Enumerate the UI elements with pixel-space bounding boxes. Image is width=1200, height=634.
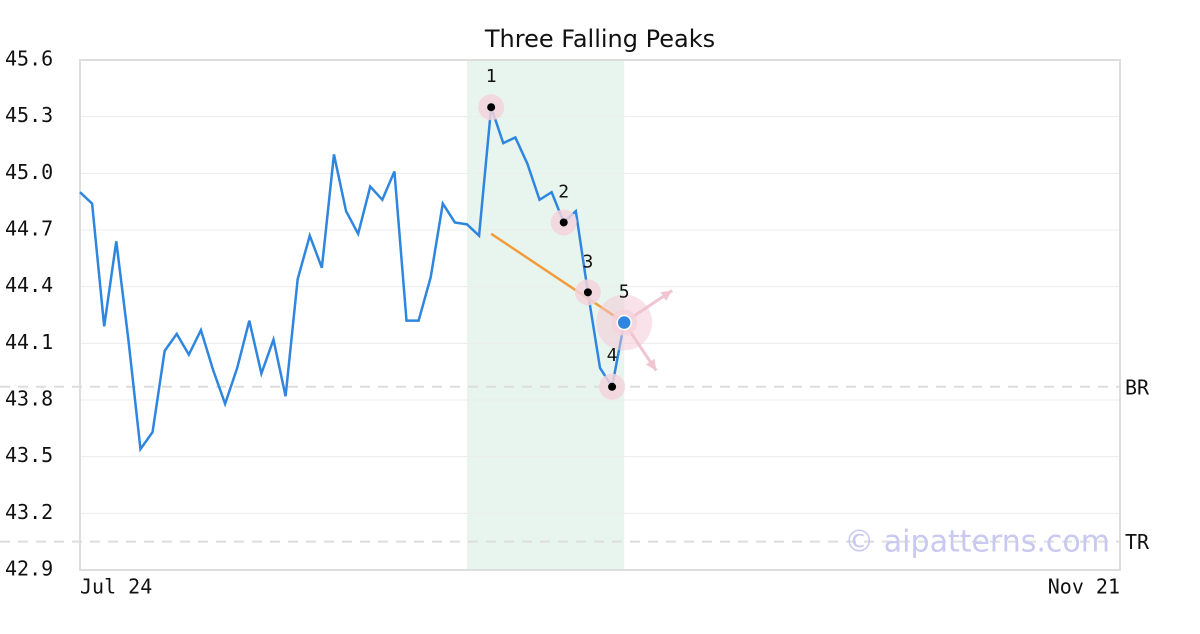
level-label: TR	[1125, 530, 1150, 554]
y-tick-label: 44.4	[5, 273, 53, 297]
point-label: 5	[619, 282, 630, 303]
plot-frame	[79, 59, 1121, 571]
y-tick-label: 45.6	[5, 47, 53, 71]
x-tick-label: Nov 21	[1048, 575, 1120, 599]
chart-title: Three Falling Peaks	[484, 25, 715, 53]
y-tick-label: 44.1	[5, 330, 53, 354]
pattern-point	[487, 103, 496, 112]
arrow-head	[660, 290, 673, 301]
level-label: BR	[1125, 375, 1150, 399]
watermark: © aipatterns.com	[844, 525, 1110, 560]
pattern-point	[616, 314, 632, 331]
y-tick-label: 43.8	[5, 387, 53, 411]
y-tick-label: 45.0	[5, 160, 53, 184]
point-label: 3	[582, 251, 593, 272]
pattern-point	[608, 382, 617, 391]
y-tick-label: 44.7	[5, 217, 53, 241]
arrow-head	[645, 358, 657, 371]
y-tick-label: 43.2	[5, 500, 53, 524]
x-tick-label: Jul 24	[80, 575, 152, 599]
y-tick-label: 45.3	[5, 103, 53, 127]
price-line	[79, 106, 626, 453]
y-tick-label: 43.5	[5, 443, 53, 467]
point-label: 4	[607, 345, 618, 366]
point-label: 2	[558, 181, 569, 202]
pattern-point	[583, 288, 592, 297]
y-tick-label: 42.9	[5, 557, 53, 581]
pattern-point	[559, 218, 568, 227]
point-label: 1	[486, 66, 497, 87]
